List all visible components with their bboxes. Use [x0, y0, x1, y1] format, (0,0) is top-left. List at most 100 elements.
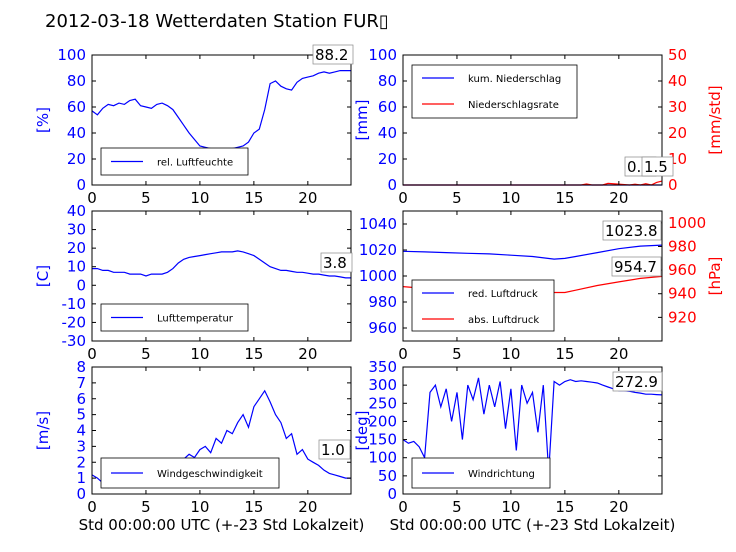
value-annotation: 3.8: [323, 254, 347, 272]
y-tick-label: 8: [76, 358, 86, 376]
x-tick-label: 15: [555, 189, 574, 207]
y-tick-label: 0: [387, 485, 397, 503]
x-tick-label: 5: [141, 189, 151, 207]
value-annotation-box: [312, 44, 354, 65]
x-tick-label: 20: [298, 345, 317, 363]
y-tick-label: 150: [368, 431, 397, 449]
y-tick-label: 1020: [359, 241, 397, 259]
value-annotation: 1.0: [321, 441, 345, 459]
x-axis-label: Std 00:00:00 UTC (+-23 Std Lokalzeit): [390, 516, 676, 534]
x-tick-label: 15: [555, 345, 574, 363]
value-annotation: 1023.8: [605, 222, 658, 240]
y-tick-label: 100: [57, 46, 86, 64]
legend: kum. Niederschlag Niederschlagsrate: [411, 64, 578, 119]
x-tick-label: 0: [398, 498, 408, 516]
x-tick-label: 10: [190, 189, 209, 207]
y-tick-label: 1000: [359, 267, 397, 285]
y-tick-label: 20: [378, 150, 397, 168]
legend-label: abs. Luftdruck: [468, 315, 539, 326]
x-tick-label: 0: [87, 345, 97, 363]
y-tick-label: 50: [378, 467, 397, 485]
plot-frame: [402, 366, 663, 495]
x-tick-label: 5: [141, 498, 151, 516]
y-tick-label: 60: [67, 98, 86, 116]
value-annotation-box: [602, 220, 662, 241]
y-tick-label: 80: [378, 72, 397, 90]
y-tick-label: 1040: [359, 215, 397, 233]
y-right-tick-label: 940: [668, 285, 697, 303]
plot-frame: [402, 54, 663, 186]
y-tick-label: -20: [62, 313, 87, 331]
y-tick-label: 40: [67, 202, 86, 220]
y-tick-label: -30: [62, 332, 87, 350]
y-tick-label: 300: [368, 376, 397, 394]
series-line-1: [92, 250, 351, 279]
y-tick-label: 1: [76, 469, 86, 487]
y-right-tick-label: 920: [668, 308, 697, 326]
value-annotation: 1.5: [644, 158, 668, 176]
value-annotation: 88.2: [315, 46, 348, 64]
legend: rel. Luftfeuchte: [100, 147, 249, 176]
y-tick-label: 100: [368, 46, 397, 64]
x-tick-label: 10: [190, 498, 209, 516]
y-right-tick-label: 30: [668, 98, 687, 116]
y-tick-label: 0: [387, 176, 397, 194]
y-right-tick-label: 40: [668, 72, 687, 90]
y-tick-label: 30: [67, 221, 86, 239]
legend: Windgeschwindigkeit: [100, 457, 280, 489]
y-tick-label: 960: [368, 319, 397, 337]
y-tick-label: 20: [67, 150, 86, 168]
y-axis-label: [%]: [34, 107, 52, 133]
y-tick-label: 0: [76, 276, 86, 294]
series-line-1: [91, 69, 351, 151]
y-tick-label: 5: [76, 406, 86, 424]
legend: Windrichtung: [411, 457, 551, 489]
y-tick-label: 100: [368, 449, 397, 467]
x-tick-label: 20: [609, 345, 628, 363]
y-tick-label: 60: [378, 98, 397, 116]
y-tick-label: 200: [368, 412, 397, 430]
y-axis-label: [mm]: [353, 100, 371, 141]
x-tick-label: 5: [141, 345, 151, 363]
y-tick-label: 0: [76, 485, 86, 503]
x-tick-label: 5: [452, 189, 462, 207]
legend-label: rel. Luftfeuchte: [157, 158, 233, 169]
x-tick-label: 5: [452, 498, 462, 516]
x-tick-label: 10: [501, 189, 520, 207]
legend-label: Windgeschwindigkeit: [157, 469, 263, 480]
value-annotation-box: [611, 256, 662, 277]
x-tick-label: 5: [452, 345, 462, 363]
legend-frame: [411, 64, 578, 119]
plot-frame: [91, 54, 352, 186]
y-right-axis-label: [hPa]: [706, 257, 724, 296]
x-tick-label: 0: [398, 345, 408, 363]
legend-label: Lufttemperatur: [157, 314, 234, 325]
y-axis-label: [deg]: [353, 411, 371, 451]
panel-3: 0 5 10 15 20-30-20-10010203040[C]Lufttempera…: [34, 202, 353, 363]
value-annotation: 954.7: [614, 258, 657, 276]
x-tick-label: 20: [298, 189, 317, 207]
y-axis-label: [m/s]: [34, 411, 52, 450]
y-tick-label: 6: [76, 390, 86, 408]
value-annotation-box: [320, 252, 353, 273]
x-tick-label: 20: [609, 498, 628, 516]
x-axis-label: Std 00:00:00 UTC (+-23 Std Lokalzeit): [79, 516, 365, 534]
y-tick-label: 4: [76, 422, 86, 440]
x-tick-label: 15: [555, 498, 574, 516]
legend: Lufttemperatur: [100, 303, 249, 332]
value-annotation-box: [318, 439, 351, 460]
x-tick-label: 15: [244, 498, 263, 516]
y-right-tick-label: 980: [668, 237, 697, 255]
y-right-tick-label: 960: [668, 261, 697, 279]
y-tick-label: 40: [67, 124, 86, 142]
value-annotation-box: [641, 156, 674, 177]
y-tick-label: 7: [76, 374, 86, 392]
y-right-tick-label: 20: [668, 124, 687, 142]
series-line-1: [402, 244, 663, 260]
y-tick-label: -10: [62, 295, 87, 313]
x-tick-label: 20: [609, 189, 628, 207]
x-tick-label: 0: [398, 189, 408, 207]
x-tick-label: 10: [501, 345, 520, 363]
